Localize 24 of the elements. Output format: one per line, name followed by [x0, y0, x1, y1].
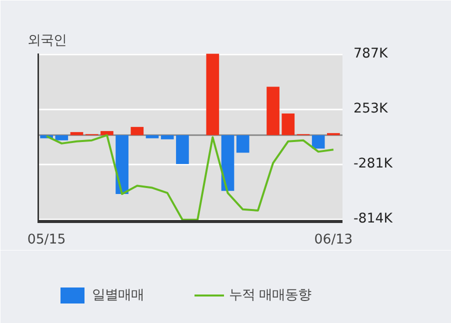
y-tick-label: 253K [354, 102, 389, 117]
bar [312, 135, 325, 149]
y-tick-label: -281K [354, 156, 394, 172]
bar [236, 135, 250, 153]
y-tick-label: 787K [354, 46, 389, 62]
bar [55, 135, 68, 140]
bar [176, 135, 189, 164]
bar [160, 135, 174, 140]
bar [221, 135, 234, 191]
chart-title: 외국인 [28, 34, 66, 48]
line-series [46, 134, 334, 221]
bar [282, 114, 295, 136]
bar [130, 126, 144, 136]
bar [70, 132, 84, 136]
bar [266, 86, 280, 136]
x-tick-label: 06/13 [314, 232, 353, 248]
bar [146, 135, 159, 138]
y-tick-label: -814K [354, 212, 394, 227]
bar [116, 135, 128, 194]
legend-label: 일별매매 [92, 287, 144, 304]
x-tick-label: 05/15 [27, 232, 66, 248]
bar [100, 131, 114, 136]
legend-label: 누적 매매동향 [229, 287, 312, 304]
bar [206, 54, 220, 136]
